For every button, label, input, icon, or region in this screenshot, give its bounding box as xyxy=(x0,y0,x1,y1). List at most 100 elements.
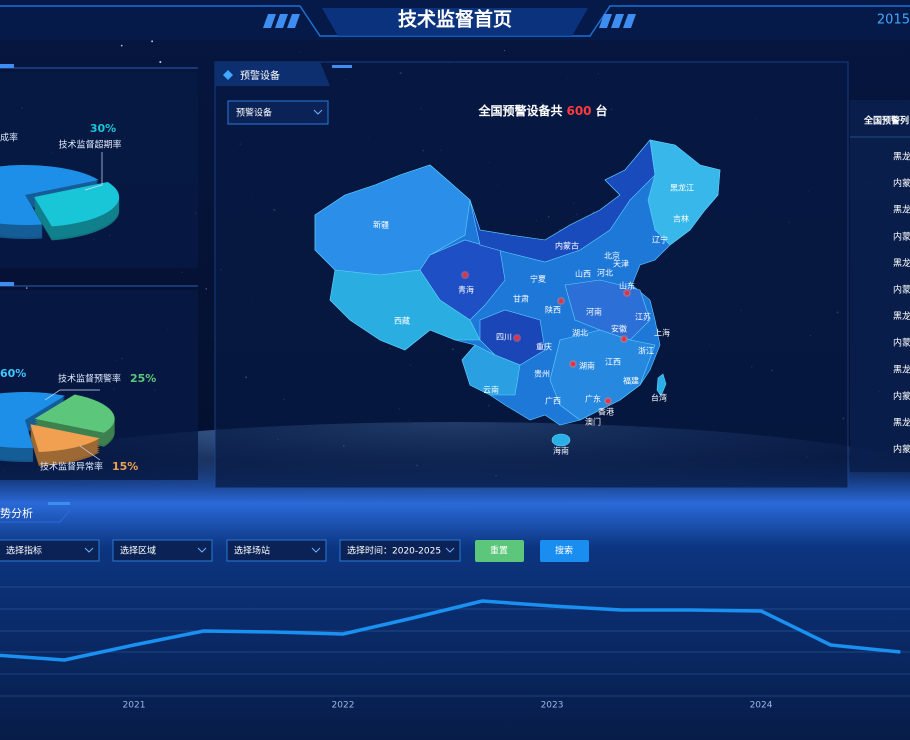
province-label: 江西 xyxy=(605,358,621,367)
province-label: 河北 xyxy=(597,268,613,278)
summary-unit: 台 xyxy=(596,103,608,118)
province-label: 陕西 xyxy=(545,305,561,315)
dropdown-arrow xyxy=(313,109,323,115)
dropdown-arrows xyxy=(84,547,455,553)
alert-dot xyxy=(625,291,629,295)
star xyxy=(504,50,506,52)
leader-line xyxy=(44,389,100,401)
page-title: 技术监督首页 xyxy=(398,8,512,31)
search-button[interactable] xyxy=(540,540,589,562)
alert-dot xyxy=(559,299,563,303)
summary-prefix: 全国预警设备共 xyxy=(477,103,562,118)
star xyxy=(120,44,123,47)
province-label: 山东 xyxy=(619,281,635,291)
star xyxy=(25,287,28,289)
province-label: 新疆 xyxy=(373,220,389,230)
star xyxy=(181,271,183,273)
header-date: 2015 xyxy=(877,13,910,28)
line-series xyxy=(0,599,901,662)
warning-list-item: 内蒙 xyxy=(893,177,910,189)
region-sichuan xyxy=(479,309,546,366)
filter-label: 选择指标 xyxy=(6,545,42,557)
pie-label: 技术监督预警率 xyxy=(58,373,121,385)
province-label: 湖北 xyxy=(572,329,588,338)
header-stripes xyxy=(263,14,636,28)
province-label: 内蒙古 xyxy=(555,241,579,251)
province-label: 山西 xyxy=(575,269,591,279)
province-label: 安徽 xyxy=(611,324,627,334)
filter-label: 选择时间：2020-2025 xyxy=(347,545,441,557)
section-stripes xyxy=(48,502,70,505)
filter-station[interactable] xyxy=(226,539,327,562)
pie-value-label: 25% xyxy=(130,372,156,385)
warning-list-item: 内蒙 xyxy=(893,337,910,349)
warning-list-item: 黑龙 xyxy=(893,310,910,322)
leader-line xyxy=(79,445,101,461)
panel-stripes xyxy=(0,64,14,286)
province-label: 宁夏 xyxy=(530,274,546,284)
filter-time[interactable] xyxy=(339,539,461,562)
province-label: 云南 xyxy=(483,385,499,395)
region-south xyxy=(549,329,656,421)
alert-dot xyxy=(622,337,626,341)
button-label: 重置 xyxy=(490,545,508,557)
filters: 选择指标 选择区域 选择场站 选择时间：2020-2025 重置 搜索 xyxy=(0,539,589,562)
china-map xyxy=(314,139,721,447)
province-label: 黑龙江 xyxy=(670,183,694,193)
summary: 全国预警设备共 600 台 xyxy=(477,103,607,118)
summary-count: 600 xyxy=(566,104,591,118)
province-label: 辽宁 xyxy=(652,235,668,245)
warning-list-title: 全国预警列 xyxy=(863,115,909,127)
province-label: 浙江 xyxy=(638,346,654,356)
region-yunnan xyxy=(461,344,521,396)
center-panel-tab xyxy=(215,62,330,86)
province-label: 青海 xyxy=(458,285,474,295)
pie-value-label: 30% xyxy=(90,122,116,135)
region-hainan xyxy=(551,433,571,447)
alert-dot xyxy=(606,399,610,403)
region-central xyxy=(564,279,651,341)
warning-list-item: 黑龙 xyxy=(893,417,910,429)
region-qinghai xyxy=(419,239,506,321)
panel-icon xyxy=(223,70,233,80)
star xyxy=(153,56,154,57)
x-tick-label: 2021 xyxy=(123,701,146,711)
header-title-bg xyxy=(322,8,588,36)
pie-slice xyxy=(34,394,115,447)
x-tick-label: 2022 xyxy=(332,701,355,711)
panel-lines xyxy=(0,67,198,287)
province-label: 西藏 xyxy=(394,316,410,326)
warning-list-panel xyxy=(850,100,910,472)
filter-label: 选择区域 xyxy=(120,545,156,557)
star xyxy=(205,288,208,290)
province-label: 湖南 xyxy=(579,361,595,371)
filter-indicator[interactable] xyxy=(0,539,100,562)
region-northeast xyxy=(647,139,721,246)
warning-list-item: 黑龙 xyxy=(893,151,910,163)
pie-slice-top xyxy=(0,392,65,448)
province-label: 天津 xyxy=(613,259,629,269)
alert-dot xyxy=(515,336,519,340)
warning-list-item: 内蒙 xyxy=(893,284,910,296)
filter-region[interactable] xyxy=(112,539,213,562)
dropdown[interactable] xyxy=(227,100,329,125)
province-label: 上海 xyxy=(654,328,670,338)
warning-list-item: 黑龙 xyxy=(893,257,910,269)
alert-dot xyxy=(463,273,467,277)
province-label: 澳门 xyxy=(585,417,601,427)
panel-stripes xyxy=(332,65,352,68)
province-label: 重庆 xyxy=(536,342,552,352)
pie-slice-top xyxy=(34,182,120,227)
pie-label: 成率 xyxy=(0,132,18,144)
warning-list-item: 内蒙 xyxy=(893,390,910,402)
alert-dot xyxy=(571,362,575,366)
province-label: 广西 xyxy=(545,396,561,406)
reset-button[interactable] xyxy=(475,540,524,562)
province-label: 台湾 xyxy=(651,393,667,403)
province-label: 海南 xyxy=(553,446,569,456)
warning-list-item: 黑龙 xyxy=(893,363,910,375)
